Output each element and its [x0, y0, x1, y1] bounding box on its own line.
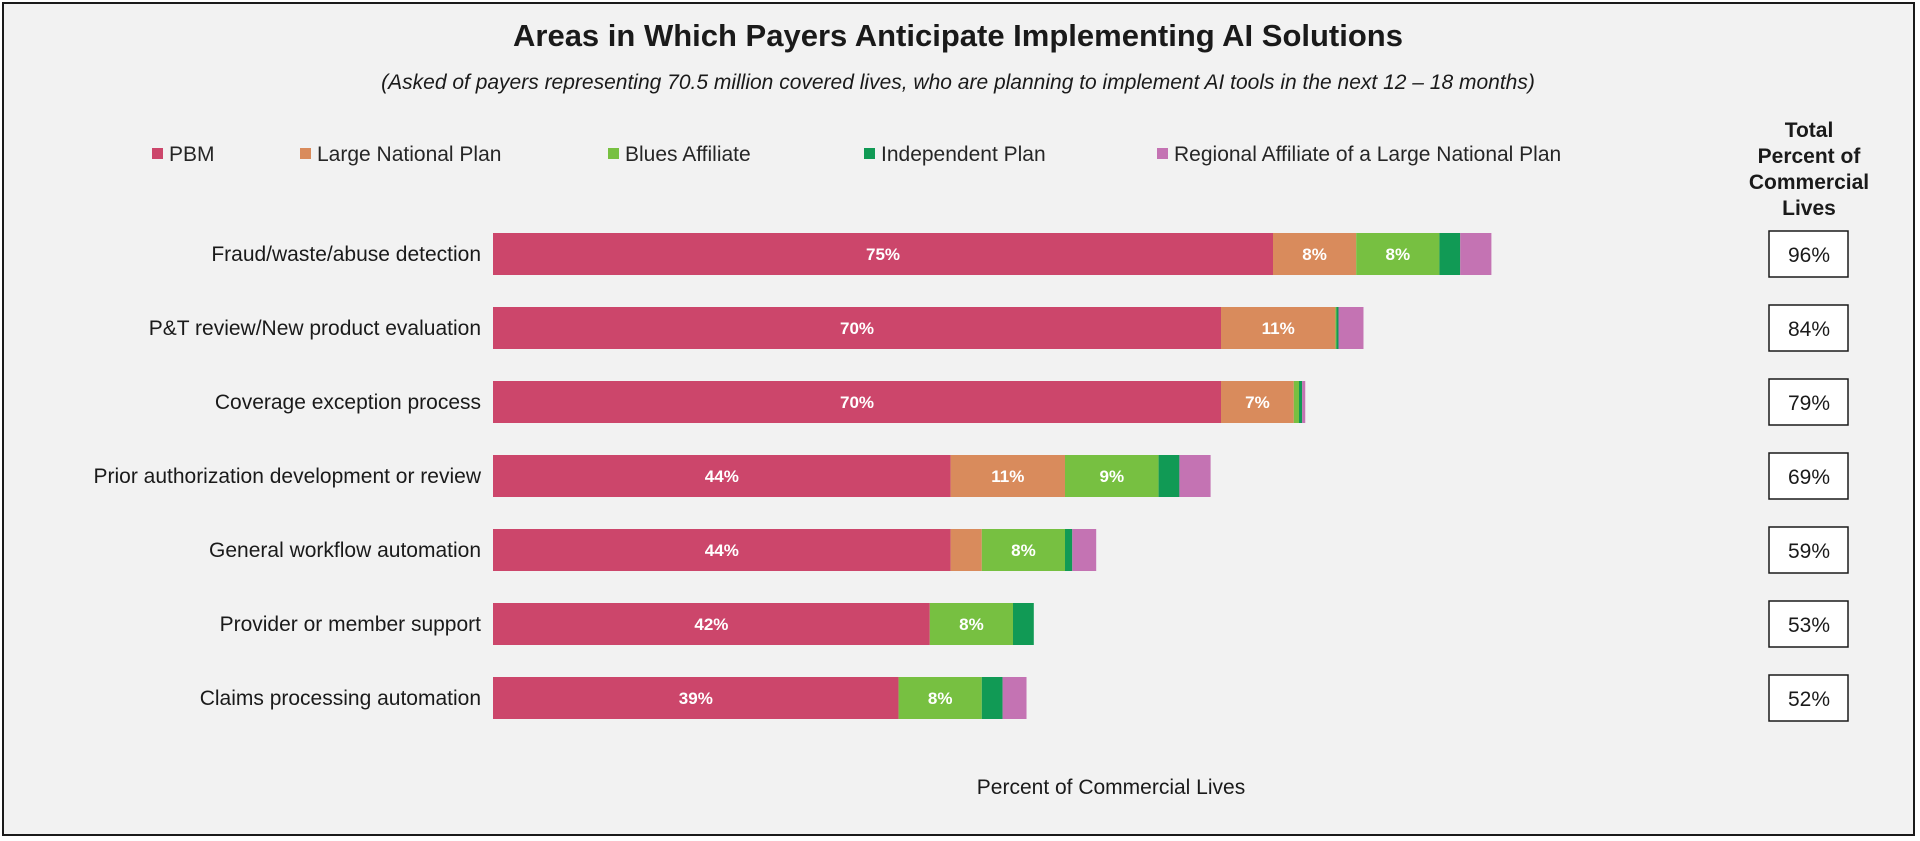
bar-segment [1273, 233, 1357, 275]
bar-segment [981, 529, 1065, 571]
data-label: 7% [1245, 393, 1270, 412]
legend-swatch-0 [152, 148, 163, 159]
totals-header-line-2: Commercial [1749, 171, 1869, 194]
legend-entry-2: Blues Affiliate [625, 143, 751, 166]
bar-segment [1460, 233, 1492, 275]
category-label: Fraud/waste/abuse detection [211, 243, 481, 266]
total-value: 79% [1788, 392, 1830, 415]
bar-segment [493, 603, 930, 645]
bar-segment [1221, 307, 1336, 349]
legend-swatch-1 [300, 148, 311, 159]
bar-segment [950, 529, 982, 571]
bar-segment [898, 677, 982, 719]
stacked-bar-chart: Areas in Which Payers Anticipate Impleme… [93, 18, 1869, 799]
total-box [1768, 230, 1849, 278]
legend-swatch-4 [1157, 148, 1168, 159]
total-box [1768, 526, 1849, 574]
data-label: 75% [866, 245, 900, 264]
bar-segment [493, 529, 951, 571]
category-label: Prior authorization development or revie… [93, 465, 481, 488]
bar-segment [981, 677, 1003, 719]
legend-entry-4: Regional Affiliate of a Large National P… [1174, 143, 1561, 166]
bar-segment [1158, 455, 1180, 497]
category-label: Provider or member support [220, 613, 482, 636]
total-box [1768, 674, 1849, 722]
data-label: 8% [1011, 541, 1036, 560]
legend-swatch-2 [608, 148, 619, 159]
bar-segment [1221, 381, 1294, 423]
category-label: General workflow automation [209, 539, 481, 562]
bar-segment [1065, 529, 1073, 571]
total-value: 96% [1788, 244, 1830, 267]
bar-segment [493, 307, 1221, 349]
category-label: Coverage exception process [215, 391, 481, 414]
data-label: 44% [705, 467, 739, 486]
legend-swatch-3 [864, 148, 875, 159]
bar-segment [1335, 307, 1337, 349]
data-label: 39% [679, 689, 713, 708]
legend-entry-1: Large National Plan [317, 143, 501, 166]
chart-subtitle: (Asked of payers representing 70.5 milli… [381, 71, 1535, 94]
data-label: 9% [1100, 467, 1125, 486]
total-box [1768, 304, 1849, 352]
bar-segment [1439, 233, 1461, 275]
total-box [1768, 378, 1849, 426]
data-label: 42% [694, 615, 728, 634]
total-value: 69% [1788, 466, 1830, 489]
bar-segment [1002, 677, 1027, 719]
bar-segment [493, 455, 951, 497]
total-box [1768, 452, 1849, 500]
bar-segment [1338, 307, 1364, 349]
bar-segment [950, 455, 1065, 497]
data-label: 8% [1302, 245, 1327, 264]
data-label: 11% [1262, 319, 1295, 338]
bar-segment [1293, 381, 1299, 423]
data-label: 70% [840, 393, 874, 412]
total-value: 84% [1788, 318, 1830, 341]
category-label: Claims processing automation [200, 687, 481, 710]
legend-entry-0: PBM [169, 143, 215, 166]
totals-header-line-3: Lives [1782, 197, 1836, 220]
chart-title: Areas in Which Payers Anticipate Impleme… [513, 18, 1403, 53]
bar-segment [493, 233, 1273, 275]
totals-header-line-0: Total [1785, 119, 1834, 142]
bar-segment [1065, 455, 1159, 497]
category-label: P&T review/New product evaluation [149, 317, 481, 340]
bar-segment [1336, 307, 1339, 349]
bar-segment [1013, 603, 1034, 645]
bar-segment [1302, 381, 1306, 423]
bar-segment [1072, 529, 1097, 571]
bar-segment [493, 677, 899, 719]
total-box [1768, 600, 1849, 648]
total-value: 59% [1788, 540, 1830, 563]
data-label: 11% [991, 467, 1024, 486]
data-label: 70% [840, 319, 874, 338]
data-label: 8% [959, 615, 984, 634]
x-axis-label: Percent of Commercial Lives [977, 776, 1245, 799]
totals-header-line-1: Percent of [1758, 145, 1862, 168]
data-label: 8% [928, 689, 953, 708]
data-label: 8% [1386, 245, 1411, 264]
bar-segment [929, 603, 1013, 645]
bar-segment [1299, 381, 1303, 423]
bar-segment [1179, 455, 1211, 497]
bar-segment [493, 381, 1221, 423]
bar-segment [1356, 233, 1440, 275]
total-value: 52% [1788, 688, 1830, 711]
data-label: 44% [705, 541, 739, 560]
legend-entry-3: Independent Plan [881, 143, 1046, 166]
total-value: 53% [1788, 614, 1830, 637]
